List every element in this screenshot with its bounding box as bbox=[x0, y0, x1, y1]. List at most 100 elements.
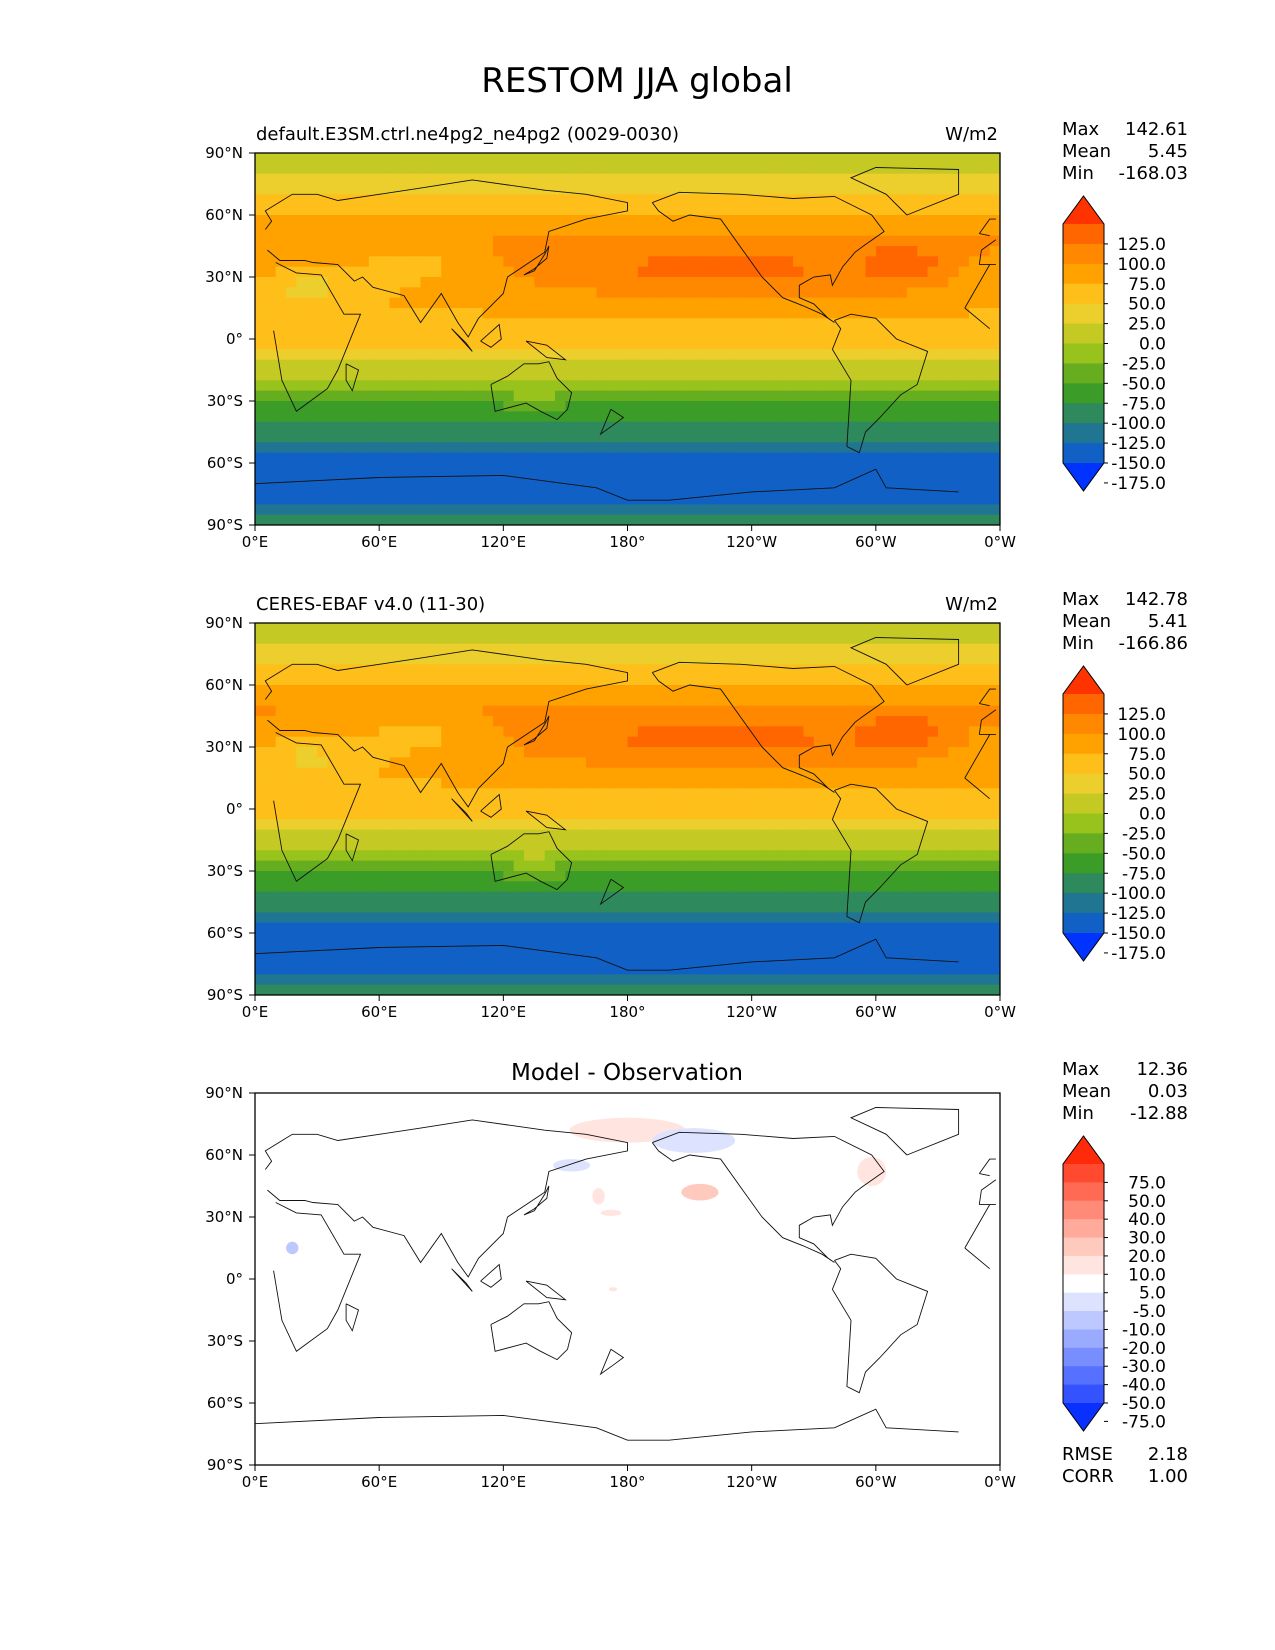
field-cell bbox=[399, 421, 411, 433]
field-cell bbox=[296, 163, 308, 175]
field-cell bbox=[720, 308, 732, 319]
field-cell bbox=[524, 204, 535, 216]
field-cell bbox=[948, 349, 960, 361]
field-cell bbox=[875, 674, 887, 686]
field-cell bbox=[492, 809, 504, 820]
field-cell bbox=[503, 685, 515, 696]
field-cell bbox=[824, 788, 836, 800]
field-cell bbox=[389, 829, 401, 841]
field-cell bbox=[813, 902, 825, 913]
field-cell bbox=[886, 654, 898, 665]
field-cell bbox=[958, 860, 970, 872]
field-cell bbox=[420, 736, 432, 748]
field-cell bbox=[813, 328, 825, 340]
field-cell bbox=[968, 277, 980, 288]
field-cell bbox=[275, 163, 287, 175]
field-cell bbox=[503, 359, 515, 371]
field-cell bbox=[420, 225, 432, 237]
field-cell bbox=[937, 411, 949, 423]
field-cell bbox=[565, 277, 577, 288]
field-cell bbox=[658, 225, 670, 237]
field-cell bbox=[886, 871, 898, 882]
field-cell bbox=[524, 716, 535, 727]
field-cell bbox=[575, 421, 587, 433]
field-cell bbox=[689, 943, 701, 955]
field-cell bbox=[482, 349, 494, 361]
field-cell bbox=[575, 891, 587, 903]
field-cell bbox=[555, 432, 567, 443]
field-cell bbox=[430, 184, 442, 195]
field-cell bbox=[958, 943, 970, 955]
field-cell bbox=[958, 643, 970, 655]
field-cell bbox=[710, 514, 722, 525]
field-cell bbox=[668, 695, 680, 707]
field-cell bbox=[741, 432, 753, 443]
field-cell bbox=[637, 705, 649, 717]
field-cell bbox=[317, 421, 329, 433]
field-cell bbox=[844, 494, 856, 505]
field-cell bbox=[937, 359, 949, 371]
field-cell bbox=[286, 442, 297, 454]
field-cell bbox=[730, 483, 742, 495]
field-cell bbox=[824, 473, 836, 485]
field-cell bbox=[730, 819, 742, 831]
field-cell bbox=[813, 370, 825, 381]
field-cell bbox=[575, 184, 587, 195]
field-cell bbox=[482, 318, 494, 330]
field-cell bbox=[844, 829, 856, 841]
field-cell bbox=[296, 246, 308, 257]
field-cell bbox=[503, 235, 515, 247]
field-cell bbox=[337, 463, 349, 474]
field-cell bbox=[379, 922, 391, 934]
field-cell bbox=[617, 339, 629, 350]
field-cell bbox=[286, 256, 297, 268]
field-cell bbox=[534, 277, 546, 288]
field-cell bbox=[399, 643, 411, 655]
field-cell bbox=[461, 860, 473, 872]
field-cell bbox=[886, 685, 898, 696]
field-cell bbox=[834, 695, 846, 707]
field-cell bbox=[937, 432, 949, 443]
field-cell bbox=[555, 747, 567, 758]
field-cell bbox=[327, 633, 339, 645]
field-cell bbox=[575, 473, 587, 485]
field-cell bbox=[720, 716, 732, 727]
field-cell bbox=[720, 442, 732, 454]
field-cell bbox=[741, 778, 753, 789]
field-cell bbox=[875, 204, 887, 216]
field-cell bbox=[296, 411, 308, 423]
field-cell bbox=[430, 266, 442, 278]
field-cell bbox=[782, 674, 794, 686]
field-cell bbox=[534, 339, 546, 350]
field-cell bbox=[648, 933, 660, 944]
field-cell bbox=[575, 504, 587, 516]
panel-observation: CERES-EBAF v4.0 (11-30) W/m2 0°E 60°E 120°… bbox=[205, 589, 1188, 1021]
field-cell bbox=[762, 726, 773, 738]
field-cell bbox=[379, 809, 391, 820]
field-cell bbox=[430, 153, 442, 164]
field-cell bbox=[617, 643, 629, 655]
field-cell bbox=[710, 664, 722, 676]
field-cell bbox=[379, 473, 391, 485]
field-cell bbox=[389, 860, 401, 872]
field-cell bbox=[637, 798, 649, 810]
field-cell bbox=[886, 277, 898, 288]
field-cell bbox=[989, 643, 1000, 655]
field-cell bbox=[265, 494, 277, 505]
field-cell bbox=[617, 380, 629, 392]
field-cell bbox=[958, 173, 970, 185]
field-cell bbox=[472, 716, 484, 727]
field-cell bbox=[679, 390, 691, 402]
field-cell bbox=[317, 194, 329, 206]
field-cell bbox=[937, 390, 949, 402]
field-cell bbox=[699, 473, 711, 485]
field-cell bbox=[596, 747, 608, 758]
field-cell bbox=[575, 922, 587, 934]
field-cell bbox=[358, 809, 370, 820]
field-cell bbox=[586, 891, 598, 903]
field-cell bbox=[430, 726, 442, 738]
field-cell bbox=[524, 664, 535, 676]
field-cell bbox=[668, 798, 680, 810]
field-cell bbox=[492, 204, 504, 216]
field-cell bbox=[410, 685, 422, 696]
